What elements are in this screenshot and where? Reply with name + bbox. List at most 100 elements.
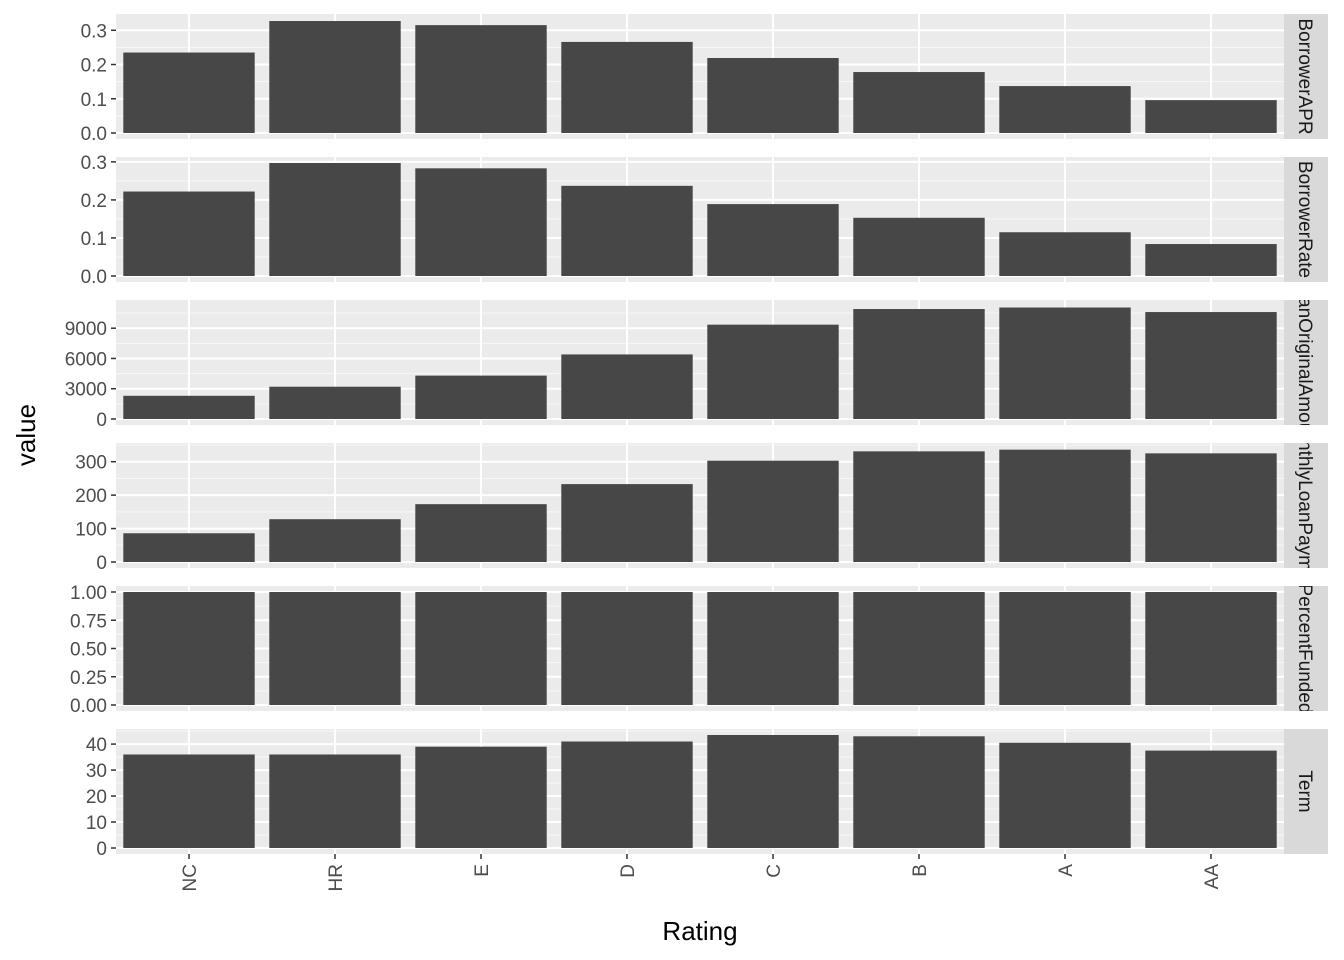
bar [1145, 750, 1277, 848]
y-tick-label: 9000 [65, 319, 107, 340]
facet-panel: 0.0 0.1 0.2 0.3 BorrowerRate [81, 153, 1328, 288]
y-tick-label: 10 [86, 813, 107, 834]
y-tick-label: 0.3 [81, 153, 107, 174]
y-tick-label: 6000 [65, 349, 107, 370]
bar [999, 742, 1131, 848]
facet-strip-label: MonthlyLoanPayment [1294, 414, 1315, 598]
bar [123, 592, 255, 705]
y-tick-label: 0 [96, 553, 107, 574]
x-axis: NC HR E D C B A AA [180, 854, 1223, 891]
facet-strip [1284, 14, 1328, 139]
bar [999, 232, 1131, 276]
facet-strip [1284, 443, 1328, 568]
bar [415, 746, 547, 848]
x-tick-label: AA [1202, 864, 1223, 890]
x-tick-label: HR [326, 864, 347, 891]
bar [999, 86, 1131, 133]
y-tick-label: 0 [96, 839, 107, 860]
y-axis-title: value [11, 404, 41, 466]
bar [123, 191, 255, 276]
y-tick-label: 0.0 [81, 124, 107, 145]
bar [415, 375, 547, 419]
facet-panel: 0 3000 6000 9000 LoanOriginalAmount [65, 300, 1328, 431]
bar [853, 72, 985, 133]
facet-strip [1284, 586, 1328, 711]
y-tick-label: 200 [75, 486, 107, 507]
y-tick-label: 1.00 [70, 583, 107, 604]
facet-strip-label: BorrowerRate [1294, 161, 1315, 278]
y-tick-label: 0.75 [70, 611, 107, 632]
bar [561, 741, 693, 848]
facet-strip [1284, 300, 1328, 425]
y-tick-label: 0.00 [70, 696, 107, 717]
y-tick-label: 0.50 [70, 640, 107, 661]
bar [415, 504, 547, 562]
bar [707, 460, 839, 562]
bar [999, 307, 1131, 419]
facet-panels: 0.0 0.1 0.2 0.3 BorrowerAPR 0.0 0.1 0.2 0.3 Borro… [65, 14, 1328, 860]
bar [1145, 100, 1277, 133]
bar [707, 58, 839, 133]
x-tick-label: A [1056, 864, 1077, 877]
facet-panel: 0 10 20 30 40 Term [86, 729, 1328, 860]
bar [123, 754, 255, 848]
x-tick-label: NC [180, 864, 201, 891]
y-tick-label: 20 [86, 787, 107, 808]
bar [707, 204, 839, 276]
bar [1145, 453, 1277, 562]
facet-strip-label: PercentFunded [1294, 584, 1315, 714]
bar [269, 592, 401, 705]
y-tick-label: 100 [75, 520, 107, 541]
bar [269, 21, 401, 133]
bar [123, 395, 255, 419]
bar [561, 484, 693, 562]
bar [269, 519, 401, 562]
y-tick-label: 0.1 [81, 229, 107, 250]
bar [415, 592, 547, 705]
x-tick-label: C [764, 864, 785, 878]
bar [1145, 244, 1277, 276]
bar [415, 25, 547, 133]
x-tick-label: D [618, 864, 639, 878]
facet-strip-label: BorrowerAPR [1294, 18, 1315, 134]
y-tick-label: 40 [86, 735, 107, 756]
y-tick-label: 0.2 [81, 56, 107, 77]
y-tick-label: 3000 [65, 380, 107, 401]
x-axis-title: Rating [662, 916, 737, 946]
facet-panel: 0.00 0.25 0.50 0.75 1.00 PercentFunded [70, 583, 1328, 717]
facet-panel: 0.0 0.1 0.2 0.3 BorrowerAPR [81, 14, 1328, 145]
bar [561, 41, 693, 134]
bar [415, 168, 547, 276]
y-tick-label: 30 [86, 761, 107, 782]
bar [561, 592, 693, 705]
x-tick-label: E [472, 864, 493, 877]
y-tick-label: 0 [96, 410, 107, 431]
facet-strip-label: Term [1294, 770, 1315, 812]
bar [853, 592, 985, 705]
bar [853, 217, 985, 276]
bar [561, 185, 693, 276]
facet-panel: 0 100 200 300 MonthlyLoanPayment [75, 414, 1328, 598]
bar [123, 52, 255, 133]
bar [269, 386, 401, 419]
facet-strip [1284, 729, 1328, 854]
bar [707, 735, 839, 848]
bar [1145, 592, 1277, 705]
bar [999, 592, 1131, 705]
x-tick-label: B [910, 864, 931, 877]
bar [853, 451, 985, 562]
bar [269, 754, 401, 848]
bar [707, 324, 839, 419]
bar [853, 736, 985, 848]
bar [1145, 312, 1277, 419]
y-tick-label: 0.3 [81, 21, 107, 42]
y-tick-label: 300 [75, 453, 107, 474]
y-tick-label: 0.2 [81, 191, 107, 212]
bar [999, 449, 1131, 562]
bar [123, 533, 255, 562]
y-tick-label: 0.25 [70, 668, 107, 689]
y-tick-label: 0.1 [81, 90, 107, 111]
y-tick-label: 0.0 [81, 267, 107, 288]
bar [707, 592, 839, 705]
